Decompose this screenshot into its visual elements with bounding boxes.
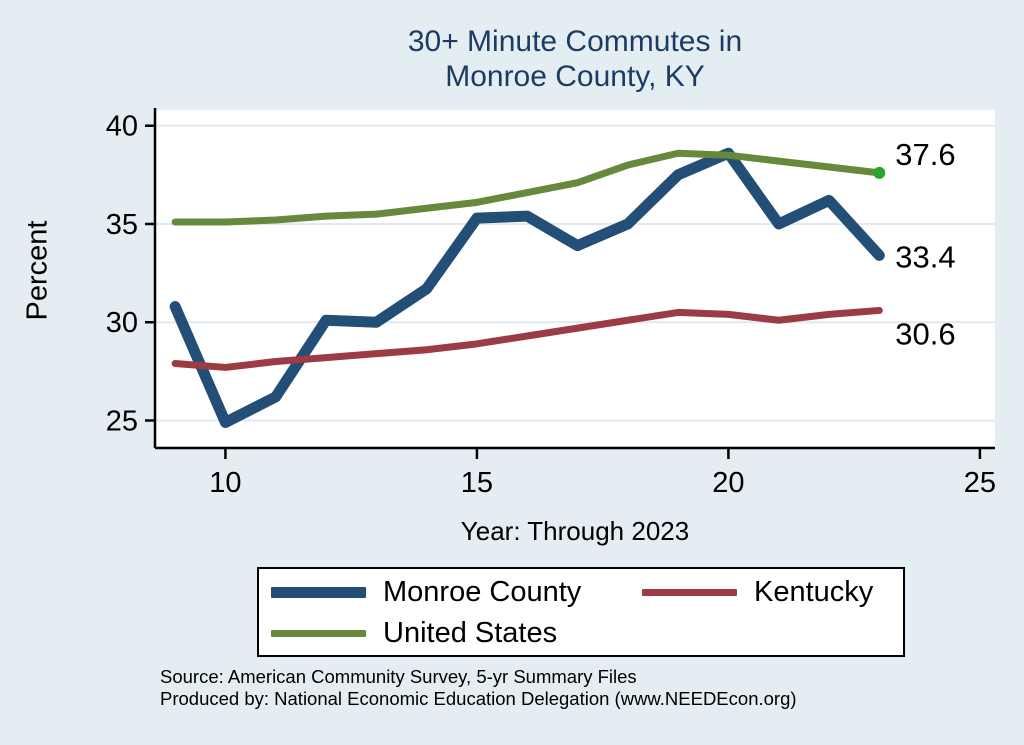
united-states-line-swatch (271, 629, 366, 637)
y-tick-label: 30 (106, 307, 138, 339)
source-note: Source: American Community Survey, 5-yr … (160, 666, 797, 710)
x-tick-label: 25 (964, 467, 996, 499)
series-line-monroe-county (169, 147, 885, 428)
series-end-value-label: 37.6 (895, 137, 955, 172)
series-end-value-label: 30.6 (895, 316, 955, 351)
chart-title-line2: Monroe County, KY (445, 60, 705, 94)
y-axis-title: Percent (21, 220, 54, 320)
chart-title: 30+ Minute Commutes in Monroe County, KY (155, 24, 995, 94)
plot-area (155, 110, 995, 448)
legend-item-kentucky: Kentucky (642, 570, 873, 614)
series-line-kentucky (171, 306, 883, 371)
y-tick-label: 40 (106, 111, 138, 143)
x-tick-label: 20 (712, 467, 744, 499)
x-tick-label: 10 (209, 467, 241, 499)
y-tick-label: 35 (106, 209, 138, 241)
chart-title-line1: 30+ Minute Commutes in (407, 25, 743, 58)
produced-by-line: Produced by: National Economic Education… (160, 688, 797, 709)
legend-item-monroe-county: Monroe County (271, 570, 581, 614)
legend-box: Monroe County Kentucky United States (257, 567, 905, 657)
kentucky-line-swatch (642, 588, 737, 596)
series-end-marker (873, 166, 886, 179)
y-tick-label: 25 (106, 405, 138, 437)
legend-label-kentucky: Kentucky (754, 575, 874, 608)
source-line: Source: American Community Survey, 5-yr … (160, 666, 637, 687)
x-tick-label: 15 (461, 467, 493, 499)
series-end-value-label: 33.4 (895, 239, 955, 274)
series-line-united-states (171, 149, 883, 226)
legend-label-united-states: United States (383, 616, 558, 649)
legend-item-united-states: United States (271, 611, 557, 655)
legend-label-monroe-county: Monroe County (383, 575, 582, 608)
x-axis-title: Year: Through 2023 (460, 516, 690, 546)
monroe-county-line-swatch (271, 586, 366, 598)
